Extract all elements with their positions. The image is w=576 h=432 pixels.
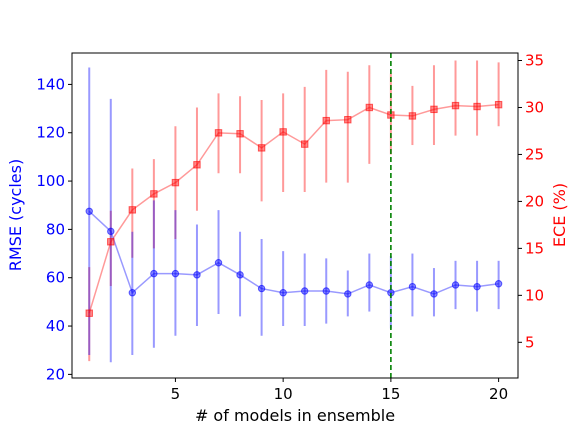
ece-point: [300, 140, 309, 148]
rmse-point: [494, 280, 503, 288]
rmse-point: [473, 282, 481, 291]
ece-point: [171, 178, 180, 187]
y-left-tick-label: 60: [46, 269, 65, 287]
y-axis-left-title: RMSE (cycles): [6, 159, 25, 271]
ece-point: [494, 100, 503, 109]
rmse-point: [107, 227, 115, 236]
rmse-point: [193, 271, 201, 279]
y-left-tick-label: 20: [46, 365, 65, 383]
rmse-point: [214, 259, 223, 267]
axes: 5 10 15 20 20 40 60 80 100 120 140 5 10 15 20 25 30 35: [36, 52, 544, 403]
x-tick-label: 10: [274, 385, 293, 403]
x-tick-label: 5: [171, 385, 181, 403]
ece-point: [236, 130, 244, 138]
ece-point: [257, 144, 266, 152]
rmse-point: [150, 269, 158, 278]
rmse-point: [257, 284, 266, 293]
series-markers: [85, 53, 503, 378]
x-axis-title: # of models in ensemble: [195, 406, 395, 425]
y-right-tick-label: 25: [525, 145, 544, 163]
ece-point: [279, 128, 287, 136]
rmse-point: [171, 269, 180, 278]
rmse-point: [85, 207, 93, 215]
ece-point: [193, 161, 201, 169]
ece-point: [322, 116, 330, 125]
rmse-point: [451, 281, 460, 289]
rmse-point: [279, 289, 287, 297]
rmse-point: [128, 289, 137, 297]
ece-point: [408, 112, 417, 120]
rmse-point: [430, 290, 438, 298]
ece-point: [107, 238, 115, 246]
y-left-tick-label: 40: [46, 317, 65, 335]
ece-point: [150, 190, 158, 198]
y-right-tick-label: 30: [525, 98, 544, 116]
ece-point: [128, 206, 137, 214]
x-tick-label: 15: [381, 385, 400, 403]
rmse-point: [300, 287, 309, 295]
rmse-point: [365, 281, 374, 289]
ece-point: [451, 101, 460, 110]
y-left-tick-label: 100: [36, 172, 65, 190]
y-right-tick-label: 10: [525, 286, 544, 304]
rmse-point: [236, 271, 244, 279]
y-right-tick-label: 35: [525, 52, 544, 70]
y-axis-right-title: ECE (%): [550, 183, 569, 247]
ece-point: [430, 105, 438, 114]
rmse-point: [322, 287, 330, 295]
x-tick-label: 20: [489, 385, 508, 403]
ece-point: [344, 115, 352, 124]
rmse-point: [408, 282, 417, 291]
error-bars: [88, 60, 500, 363]
y-right-tick-label: 20: [525, 192, 544, 210]
rmse-point: [344, 290, 352, 298]
y-right-tick-label: 5: [525, 333, 535, 351]
y-right-tick-label: 15: [525, 239, 544, 257]
ece-point: [85, 309, 93, 317]
plot-frame: [71, 52, 519, 379]
ece-point: [214, 129, 223, 137]
y-left-tick-label: 80: [46, 220, 65, 238]
y-left-tick-label: 140: [36, 75, 65, 93]
ece-point: [473, 102, 481, 111]
y-left-tick-label: 120: [36, 124, 65, 142]
ece-point: [365, 103, 374, 112]
